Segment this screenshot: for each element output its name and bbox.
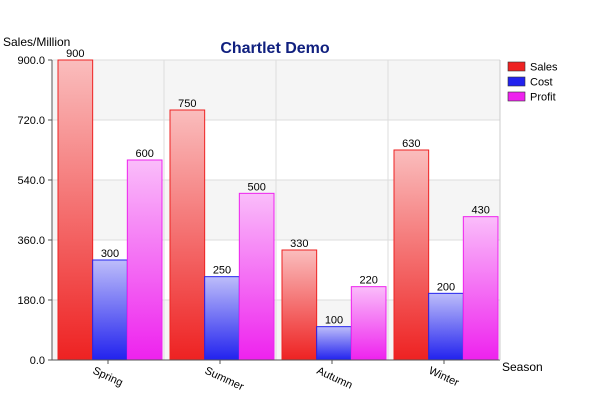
chart-title: Chartlet Demo: [220, 40, 330, 57]
bar-sales-spring: [57, 59, 94, 361]
bar-sales-winter: [393, 149, 430, 361]
data-label-sales-autumn: 330: [290, 238, 308, 250]
bars-layer: [57, 59, 499, 361]
legend-label-sales: Sales: [530, 62, 558, 74]
x-tick-label: Summer: [203, 365, 246, 394]
data-label-cost-spring: 300: [101, 248, 119, 260]
y-tick-label: 360.0: [17, 235, 45, 247]
data-label-sales-summer: 750: [178, 98, 196, 110]
y-tick-label: 540.0: [17, 175, 45, 187]
y-tick-label: 720.0: [17, 115, 45, 127]
data-label-sales-spring: 900: [66, 48, 84, 60]
legend-swatch-profit: [507, 91, 526, 102]
bar-cost-spring: [92, 259, 128, 361]
data-label-cost-winter: 200: [437, 281, 455, 293]
bar-profit-spring: [126, 159, 163, 361]
bar-sales-autumn: [281, 249, 318, 361]
bar-profit-winter: [462, 216, 499, 361]
y-tick-label: 0.0: [30, 355, 45, 367]
data-labels-layer: 900 300 600 750 250 500 330 100 220 630 200 430: [66, 48, 490, 327]
data-label-sales-winter: 630: [402, 138, 420, 150]
y-tick-label: 900.0: [17, 55, 45, 67]
bar-cost-autumn: [316, 326, 352, 361]
data-label-profit-spring: 600: [135, 148, 153, 160]
x-tick-label: Autumn: [315, 365, 354, 392]
y-tick-label: 180.0: [17, 295, 45, 307]
bar-profit-summer: [238, 192, 275, 361]
data-label-profit-summer: 500: [247, 181, 265, 193]
bar-cost-winter: [428, 292, 464, 361]
x-axis-title: Season: [502, 360, 543, 374]
x-tick-label: Spring: [91, 365, 125, 389]
legend: Sales Cost Profit: [507, 61, 558, 104]
legend-swatch-sales: [507, 61, 526, 72]
data-label-profit-winter: 430: [471, 205, 489, 217]
data-label-profit-autumn: 220: [359, 275, 377, 287]
bar-sales-summer: [169, 109, 206, 361]
data-label-cost-autumn: 100: [325, 315, 343, 327]
y-axis-title: Sales/Million: [3, 35, 70, 49]
data-label-cost-summer: 250: [213, 265, 231, 277]
legend-label-cost: Cost: [530, 77, 553, 89]
x-tick-label: Winter: [427, 365, 461, 389]
legend-label-profit: Profit: [530, 92, 556, 104]
legend-swatch-cost: [507, 76, 526, 87]
bar-cost-summer: [204, 276, 240, 361]
bar-profit-autumn: [350, 286, 387, 361]
